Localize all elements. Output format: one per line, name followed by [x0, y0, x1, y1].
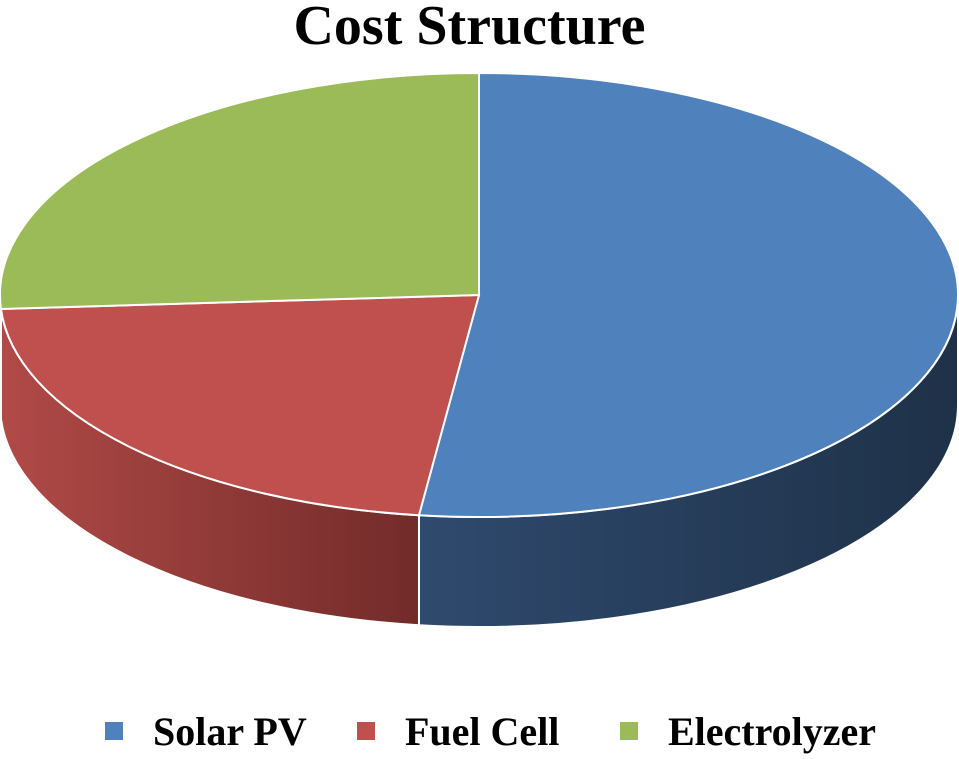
legend-item-electrolyzer: Electrolyzer [620, 706, 876, 756]
legend-swatch-fuel-cell [357, 722, 375, 740]
legend-item-solar-pv: Solar PV [105, 706, 307, 756]
legend: Solar PV Fuel Cell Electrolyzer [0, 706, 959, 756]
pie-slice-solar-pv [417, 71, 959, 518]
legend-swatch-solar-pv [105, 722, 123, 740]
pie-chart [0, 71, 959, 628]
legend-item-fuel-cell: Fuel Cell [357, 706, 559, 756]
legend-swatch-electrolyzer [620, 722, 638, 740]
legend-label-electrolyzer: Electrolyzer [668, 708, 877, 754]
pie-slice-electrolyzer [0, 71, 480, 310]
pie-slice-fuel-cell [0, 293, 481, 517]
legend-label-solar-pv: Solar PV [153, 708, 307, 754]
pie-tops [0, 71, 959, 518]
legend-label-fuel-cell: Fuel Cell [405, 708, 560, 754]
chart-title: Cost Structure [293, 0, 646, 57]
